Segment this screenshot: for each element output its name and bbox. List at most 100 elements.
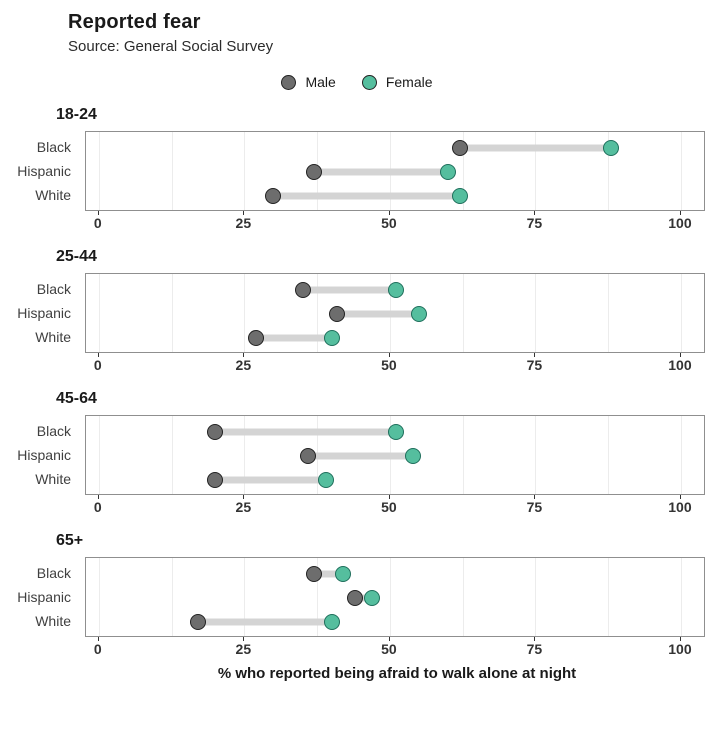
dumbbell-connector bbox=[314, 570, 344, 578]
legend-label-male: Male bbox=[305, 74, 336, 90]
gridline bbox=[98, 132, 100, 210]
plot-panel bbox=[85, 131, 705, 211]
row-label: White bbox=[35, 329, 71, 345]
female-dot bbox=[410, 306, 427, 322]
gridline bbox=[244, 558, 246, 636]
gridline bbox=[98, 558, 100, 636]
female-dot bbox=[364, 590, 381, 606]
dumbbell-connector bbox=[273, 192, 460, 200]
y-axis-labels: Black Hispanic White bbox=[0, 415, 78, 495]
plot-panel bbox=[85, 273, 705, 353]
gridline bbox=[608, 274, 610, 352]
x-tick-label: 100 bbox=[668, 215, 692, 231]
dumbbell-connector bbox=[215, 428, 396, 436]
x-tick-label: 25 bbox=[235, 357, 252, 373]
row-label: Black bbox=[36, 565, 71, 581]
gridline bbox=[317, 274, 319, 352]
x-tick-label: 0 bbox=[93, 215, 102, 231]
x-tick-mark bbox=[388, 211, 390, 215]
x-tick-label: 75 bbox=[526, 641, 543, 657]
male-dot bbox=[189, 614, 206, 630]
gridline bbox=[535, 274, 537, 352]
x-tick-mark bbox=[243, 637, 245, 641]
male-dot bbox=[265, 188, 282, 204]
row-label: Black bbox=[36, 423, 71, 439]
plot-area: Black Hispanic White bbox=[0, 415, 714, 495]
plot-area: Black Hispanic White bbox=[0, 273, 714, 353]
x-tick-mark bbox=[679, 637, 681, 641]
x-tick-mark bbox=[534, 637, 536, 641]
female-swatch-icon bbox=[361, 74, 377, 90]
dumbbell-connector bbox=[354, 594, 373, 602]
male-dot bbox=[451, 140, 468, 156]
x-tick-mark bbox=[679, 353, 681, 357]
male-swatch-icon bbox=[281, 74, 297, 90]
gridline bbox=[462, 416, 464, 494]
gridline bbox=[98, 416, 100, 494]
gridline bbox=[535, 558, 537, 636]
x-tick-label: 50 bbox=[381, 499, 397, 515]
gridline bbox=[171, 274, 173, 352]
plot-panel bbox=[85, 415, 705, 495]
x-tick-mark bbox=[679, 495, 681, 499]
male-dot bbox=[207, 472, 224, 488]
x-axis: 0 25 50 75 100 bbox=[0, 637, 714, 661]
x-tick-mark bbox=[97, 495, 99, 499]
female-dot bbox=[405, 448, 422, 464]
x-axis: 0 25 50 75 100 bbox=[0, 495, 714, 519]
x-tick-mark bbox=[97, 637, 99, 641]
plot-panel bbox=[85, 557, 705, 637]
x-tick-label: 25 bbox=[235, 499, 252, 515]
row-label: Black bbox=[36, 139, 71, 155]
row-label: White bbox=[35, 471, 71, 487]
x-tick-label: 75 bbox=[526, 357, 543, 373]
facet-25-44: 25-44 Black Hispanic White 0 25 50 75 100 bbox=[0, 247, 714, 377]
female-dot bbox=[451, 188, 468, 204]
x-tick-mark bbox=[388, 353, 390, 357]
row-label: Hispanic bbox=[17, 447, 71, 463]
gridline bbox=[98, 274, 100, 352]
chart-header: Reported fear Source: General Social Sur… bbox=[0, 0, 714, 57]
x-tick-mark bbox=[679, 211, 681, 215]
female-dot bbox=[323, 614, 340, 630]
facets: 18-24 Black Hispanic White 0 25 50 75 100 25-44 Bl… bbox=[0, 105, 714, 661]
x-tick-label: 50 bbox=[381, 215, 397, 231]
gridline bbox=[608, 132, 610, 210]
dumbbell-connector bbox=[302, 286, 396, 294]
male-dot bbox=[294, 282, 311, 298]
x-tick-mark bbox=[243, 353, 245, 357]
x-tick-label: 100 bbox=[668, 357, 692, 373]
row-label: White bbox=[35, 613, 71, 629]
x-tick-label: 100 bbox=[668, 641, 692, 657]
row-label: Hispanic bbox=[17, 163, 71, 179]
x-tick-label: 25 bbox=[235, 641, 252, 657]
dumbbell-connector bbox=[255, 334, 332, 342]
x-tick-mark bbox=[243, 211, 245, 215]
legend-item-male: Male bbox=[281, 74, 336, 90]
gridline bbox=[608, 416, 610, 494]
male-dot bbox=[346, 590, 363, 606]
y-axis-labels: Black Hispanic White bbox=[0, 557, 78, 637]
x-tick-mark bbox=[534, 211, 536, 215]
gridline bbox=[462, 558, 464, 636]
x-tick-mark bbox=[534, 353, 536, 357]
male-dot bbox=[300, 448, 317, 464]
gridline bbox=[535, 416, 537, 494]
x-tick-mark bbox=[97, 353, 99, 357]
x-tick-label: 25 bbox=[235, 215, 252, 231]
row-label: Hispanic bbox=[17, 305, 71, 321]
dumbbell-connector bbox=[215, 476, 326, 484]
facet-45-64: 45-64 Black Hispanic White 0 25 50 75 100 bbox=[0, 389, 714, 519]
male-dot bbox=[306, 164, 323, 180]
dumbbell-connector bbox=[308, 452, 414, 460]
y-axis-labels: Black Hispanic White bbox=[0, 131, 78, 211]
legend-label-female: Female bbox=[385, 74, 433, 90]
x-tick-mark bbox=[388, 495, 390, 499]
chart-title: Reported fear bbox=[68, 11, 201, 33]
female-dot bbox=[440, 164, 457, 180]
gridline bbox=[244, 416, 246, 494]
plot-area: Black Hispanic White bbox=[0, 131, 714, 211]
x-tick-mark bbox=[243, 495, 245, 499]
gridline bbox=[171, 558, 173, 636]
x-tick-label: 75 bbox=[526, 499, 543, 515]
